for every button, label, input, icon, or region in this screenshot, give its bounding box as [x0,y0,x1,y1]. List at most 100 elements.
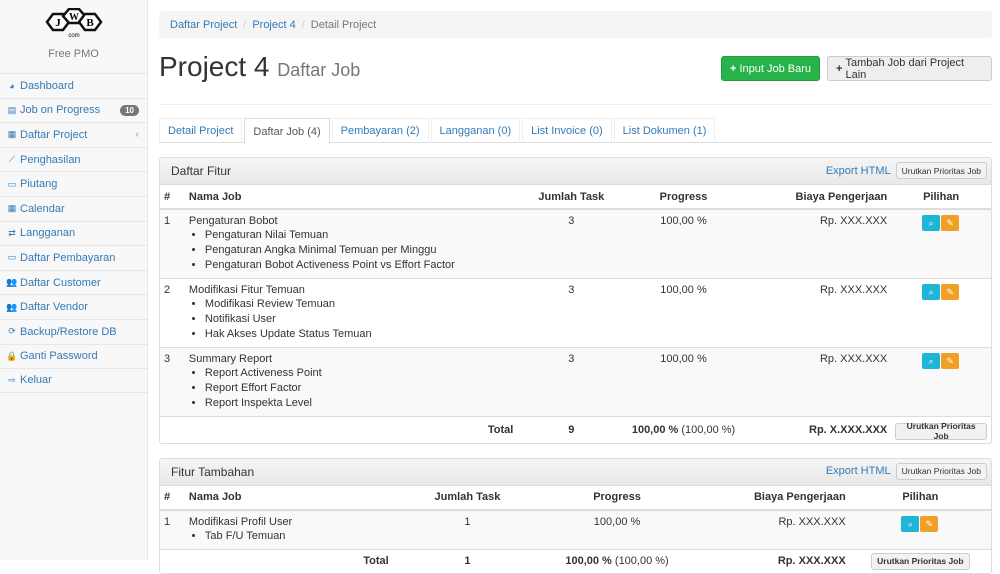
dashboard-icon: ◕ [9,80,15,91]
edit-icon[interactable]: ✎ [941,353,960,369]
job-name: Pengaturan Bobot [188,215,278,227]
total-progress-sub: (100,00 %) [614,555,669,567]
task-item: Report Activeness Point [205,366,513,381]
progress: 100,00 % [625,208,742,279]
logo[interactable]: J W B com Free PMO [0,0,147,73]
total-progress-sub: (100,00 %) [681,423,736,436]
breadcrumb-daftar-project[interactable]: Daftar Project [170,18,238,31]
sidebar-item-calendar[interactable]: ▦ Calendar [0,195,147,221]
panel-tools: Export HTML Urutkan Prioritas Job [826,162,987,179]
total-actions: Urutkan Prioritas Job [891,416,991,443]
tab-pembayaran[interactable]: Pembayaran (2) [331,118,429,143]
search-icon[interactable]: ⌕ [922,215,941,231]
export-html-link[interactable]: Export HTML [825,465,891,477]
search-icon[interactable]: ⌕ [901,515,920,532]
sidebar-item-label: Piutang [20,178,58,191]
tab-langganan[interactable]: Langganan (0) [430,118,521,143]
total-tasks: 1 [392,548,543,573]
calendar-icon: ▦ [7,203,17,214]
sidebar-item-label: Daftar Pembayaran [20,251,116,264]
tab-detail-project[interactable]: Detail Project [159,118,243,143]
tab-list-invoice[interactable]: List Invoice (0) [522,118,612,143]
tasks-icon: ▤ [7,104,17,115]
task-list: Tab F/U Temuan [205,529,389,544]
column-header: Nama Job [184,485,393,511]
edit-icon[interactable]: ✎ [941,215,960,231]
tab-daftar-job[interactable]: Daftar Job (4) [244,118,330,144]
search-icon[interactable]: ⌕ [922,353,941,369]
progress: 100,00 % [625,278,742,348]
sidebar-item-dashboard[interactable]: ◕ Dashboard [0,73,147,98]
sidebar-item-label: Dashboard [20,79,74,92]
panel-daftar-fitur: Daftar Fitur Export HTML Urutkan Prioritas… [159,157,992,444]
sidebar-item-job-on-progress[interactable]: ▤ Job on Progress 10 [0,97,147,123]
total-row: Total 9 100,00 % (100,00 %) Rp. X.XXX.XXX Ur… [160,416,991,443]
sidebar-item-daftar-project[interactable]: ▦ Daftar Project ‹ [0,122,147,147]
urutkan-prioritas-button[interactable]: Urutkan Prioritas Job [895,162,987,179]
progress: 100,00 % [625,347,742,417]
breadcrumb-project[interactable]: Project 4 [252,18,296,31]
sidebar-item-keluar[interactable]: ⇨ Keluar [0,368,147,393]
sidebar: J W B com Free PMO ◕ Dashboard ▤ Job on Pro… [0,0,148,560]
urutkan-prioritas-button[interactable]: Urutkan Prioritas Job [895,462,987,480]
cost: Rp. XXX.XXX [741,278,892,348]
svg-text:W: W [69,12,79,23]
users-icon: 👥 [6,301,18,312]
page-title: Project 4 Daftar Job [159,51,360,83]
task-item: Modifikasi Review Temuan [205,297,513,312]
urutkan-prioritas-button[interactable]: Urutkan Prioritas Job [871,552,970,570]
svg-text:B: B [86,17,94,29]
page-title-text: Project 4 [159,51,270,82]
sidebar-item-label: Langganan [20,227,76,240]
task-list: Pengaturan Nilai TemuanPengaturan Angka … [205,228,513,273]
table-icon: ▦ [7,129,17,140]
row-number: 1 [160,509,185,549]
job-name: Modifikasi Profil User [188,515,293,528]
progress: 100,00 % [542,509,692,549]
urutkan-prioritas-button[interactable]: Urutkan Prioritas Job [895,421,987,441]
panel-title: Fitur Tambahan [171,464,255,479]
tambah-job-button[interactable]: + Tambah Job dari Project Lain [827,56,992,81]
sidebar-item-daftar-vendor[interactable]: 👥 Daftar Vendor [0,294,147,319]
sidebar-item-ganti-password[interactable]: 🔒 Ganti Password [0,343,147,369]
task-item: Report Effort Factor [205,381,513,396]
sidebar-item-daftar-pembayaran[interactable]: ▭ Daftar Pembayaran [0,245,147,270]
column-header: Jumlah Task [392,485,543,511]
task-item: Notifikasi User [205,312,513,327]
task-count: 3 [517,278,626,348]
tab-list-dokumen[interactable]: List Dokumen (1) [613,118,716,143]
total-label: Total [184,548,393,573]
line-chart-icon: ⟋ [8,154,16,165]
sidebar-item-label: Daftar Vendor [20,301,88,314]
sidebar-item-penghasilan[interactable]: ⟋ Penghasilan [0,146,147,172]
sidebar-item-backup-restore-db[interactable]: ⟳ Backup/Restore DB [0,318,147,344]
edit-icon[interactable]: ✎ [920,515,939,532]
row-number: 1 [160,208,185,279]
column-header: Progress [542,485,692,511]
breadcrumb-separator: / [243,18,247,31]
total-tasks: 9 [517,416,626,443]
job-name: Summary Report [188,353,273,365]
tambah-job-label: Tambah Job dari Project Lain [845,56,965,81]
sidebar-item-daftar-customer[interactable]: 👥 Daftar Customer [0,269,147,295]
task-item: Report Inspekta Level [205,396,513,411]
job-name-cell: Summary ReportReport Activeness PointRep… [184,347,518,417]
sidebar-item-label: Job on Progress [20,104,101,117]
column-header: Biaya Pengerjaan [691,485,850,511]
sidebar-item-langganan[interactable]: ⇄ Langganan [0,220,147,246]
cost: Rp. XXX.XXX [691,509,850,549]
money-icon: ▭ [7,178,17,189]
column-header: Pilihan [891,185,991,210]
cost: Rp. XXX.XXX [741,208,892,279]
edit-icon[interactable]: ✎ [941,284,960,300]
sidebar-item-piutang[interactable]: ▭ Piutang [0,171,147,196]
search-icon[interactable]: ⌕ [922,284,941,300]
export-html-link[interactable]: Export HTML [825,164,891,177]
task-item: Pengaturan Angka Minimal Temuan per Ming… [205,243,513,258]
sidebar-item-label: Calendar [20,202,65,215]
input-job-baru-button[interactable]: + Input Job Baru [721,56,821,81]
total-progress: 100,00 % (100,00 %) [542,548,692,573]
table-header-row: # Nama Job Jumlah Task Progress Biaya Penger… [160,485,991,511]
